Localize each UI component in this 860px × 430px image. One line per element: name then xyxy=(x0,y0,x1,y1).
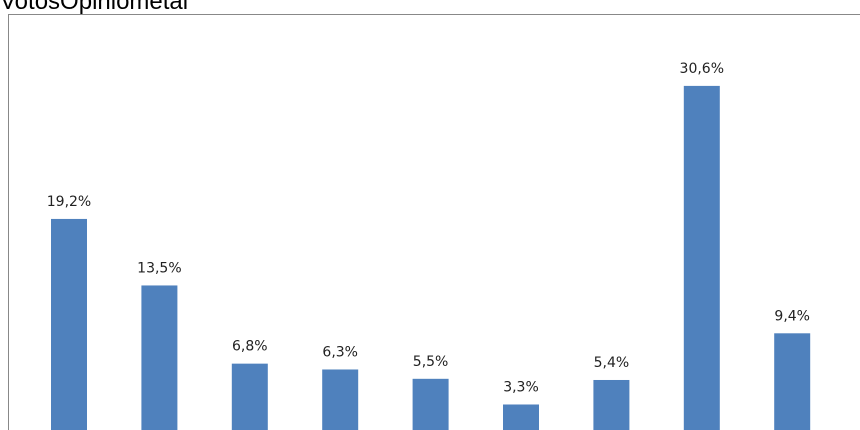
bar xyxy=(231,363,268,430)
bar xyxy=(412,378,449,430)
data-label: 6,8% xyxy=(232,339,268,355)
bar xyxy=(593,379,630,430)
bar xyxy=(51,218,87,430)
bar xyxy=(322,369,359,430)
data-label: 13,5% xyxy=(137,260,181,276)
data-label: 30,6% xyxy=(680,61,724,77)
bar xyxy=(503,404,539,430)
data-label: 5,5% xyxy=(413,354,449,370)
data-label: 5,4% xyxy=(594,355,630,371)
chart-frame xyxy=(8,14,860,430)
bar xyxy=(774,333,811,430)
bar xyxy=(683,85,720,430)
data-label: 19,2% xyxy=(47,194,91,210)
bar xyxy=(141,285,178,430)
data-label: 3,3% xyxy=(503,379,539,395)
chart-title: VotosOpiniometal xyxy=(0,0,189,15)
data-label: 6,3% xyxy=(322,344,358,360)
data-label: 9,4% xyxy=(774,308,810,324)
